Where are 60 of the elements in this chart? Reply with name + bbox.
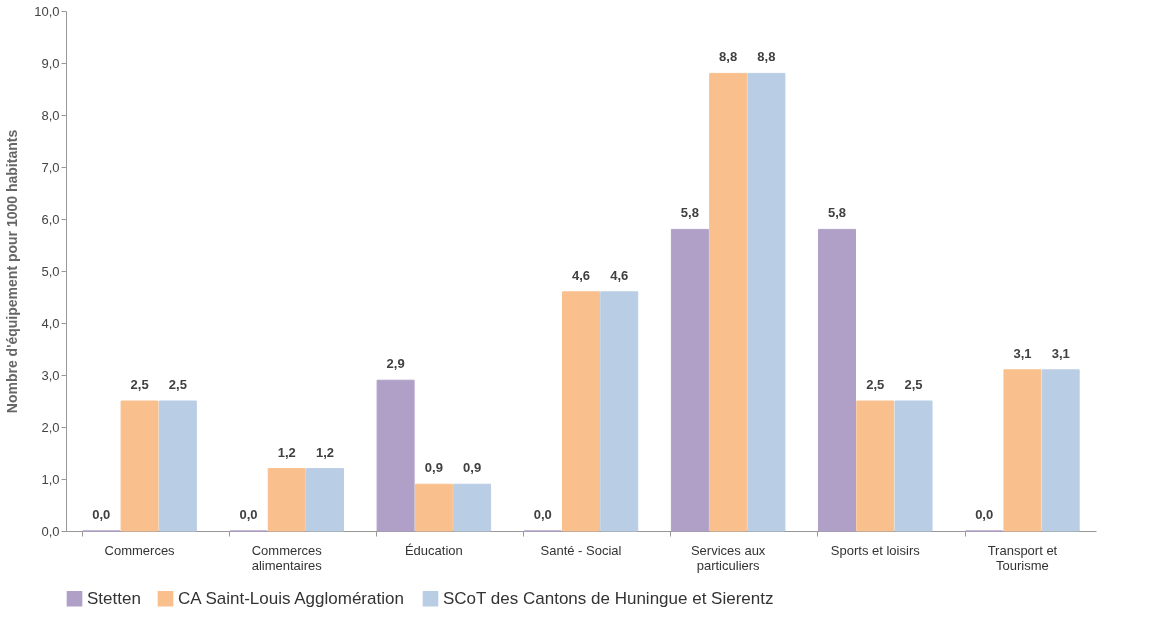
data-label: 2,5 [904, 377, 923, 392]
y-tick-label: 5,0 [41, 263, 60, 279]
x-tick-label: Sports et loisirs [830, 542, 921, 558]
bar [414, 483, 453, 532]
data-label: 4,6 [571, 267, 591, 283]
y-tick-label: 8,0 [41, 107, 60, 123]
data-label: 1,2 [277, 444, 296, 460]
bar [120, 400, 159, 532]
y-tick-label: 7,0 [41, 159, 60, 175]
bar [1041, 369, 1080, 532]
x-tick-label: Commerces [104, 542, 176, 558]
data-label: 2,5 [866, 377, 885, 392]
data-label: 2,5 [130, 377, 149, 392]
data-label: 4,6 [610, 267, 629, 283]
data-label: 8,8 [719, 49, 738, 65]
data-label: 0,0 [92, 507, 111, 522]
bar [670, 228, 709, 532]
data-label: 0,0 [975, 507, 994, 522]
x-tick-label: Services aux particuliers [690, 542, 766, 573]
bar [709, 72, 748, 532]
bar [894, 400, 933, 532]
bar [600, 291, 639, 532]
bar [158, 400, 197, 532]
bar [453, 483, 492, 532]
y-axis-title: Nombre d'équipement pour 1000 habitants [4, 129, 21, 414]
legend-label: SCoT des Cantons de Huningue et Sierentz [443, 588, 774, 608]
y-tick-label: 4,0 [41, 315, 60, 331]
data-label: 0,0 [533, 507, 552, 522]
bar [562, 291, 600, 532]
data-label: 0,9 [424, 460, 443, 476]
bar [305, 468, 344, 532]
x-tick-label: Santé - Social [540, 542, 622, 558]
bar [856, 400, 895, 532]
data-label: 1,2 [315, 444, 335, 460]
bar [818, 228, 857, 532]
bar [747, 72, 786, 532]
x-tick-label: Commerces alimentaires [251, 542, 323, 573]
y-tick-label: 10,0 [34, 3, 60, 19]
data-label: 3,1 [1013, 345, 1032, 361]
y-tick-label: 3,0 [41, 367, 60, 383]
bar [376, 379, 415, 532]
y-tick-label: 2,0 [41, 419, 60, 435]
y-tick-label: 0,0 [41, 523, 60, 539]
bar [1003, 369, 1042, 532]
data-label: 5,8 [680, 205, 699, 221]
x-tick-label: Éducation [404, 542, 463, 558]
x-tick-label: Transport et Tourisme [987, 542, 1058, 573]
legend-label: Stetten [87, 588, 141, 608]
bar [267, 468, 306, 532]
y-tick-label: 6,0 [41, 211, 60, 227]
data-label: 0,0 [239, 507, 258, 522]
data-label: 0,9 [463, 460, 482, 476]
y-tick-label: 9,0 [41, 55, 60, 71]
data-label: 2,9 [386, 356, 405, 372]
data-label: 5,8 [827, 205, 847, 221]
y-tick-label: 1,0 [41, 471, 60, 487]
data-label: 8,8 [757, 49, 776, 65]
data-label: 2,5 [168, 377, 187, 392]
data-label: 3,1 [1051, 345, 1070, 361]
legend-label: CA Saint-Louis Agglomération [178, 588, 404, 608]
